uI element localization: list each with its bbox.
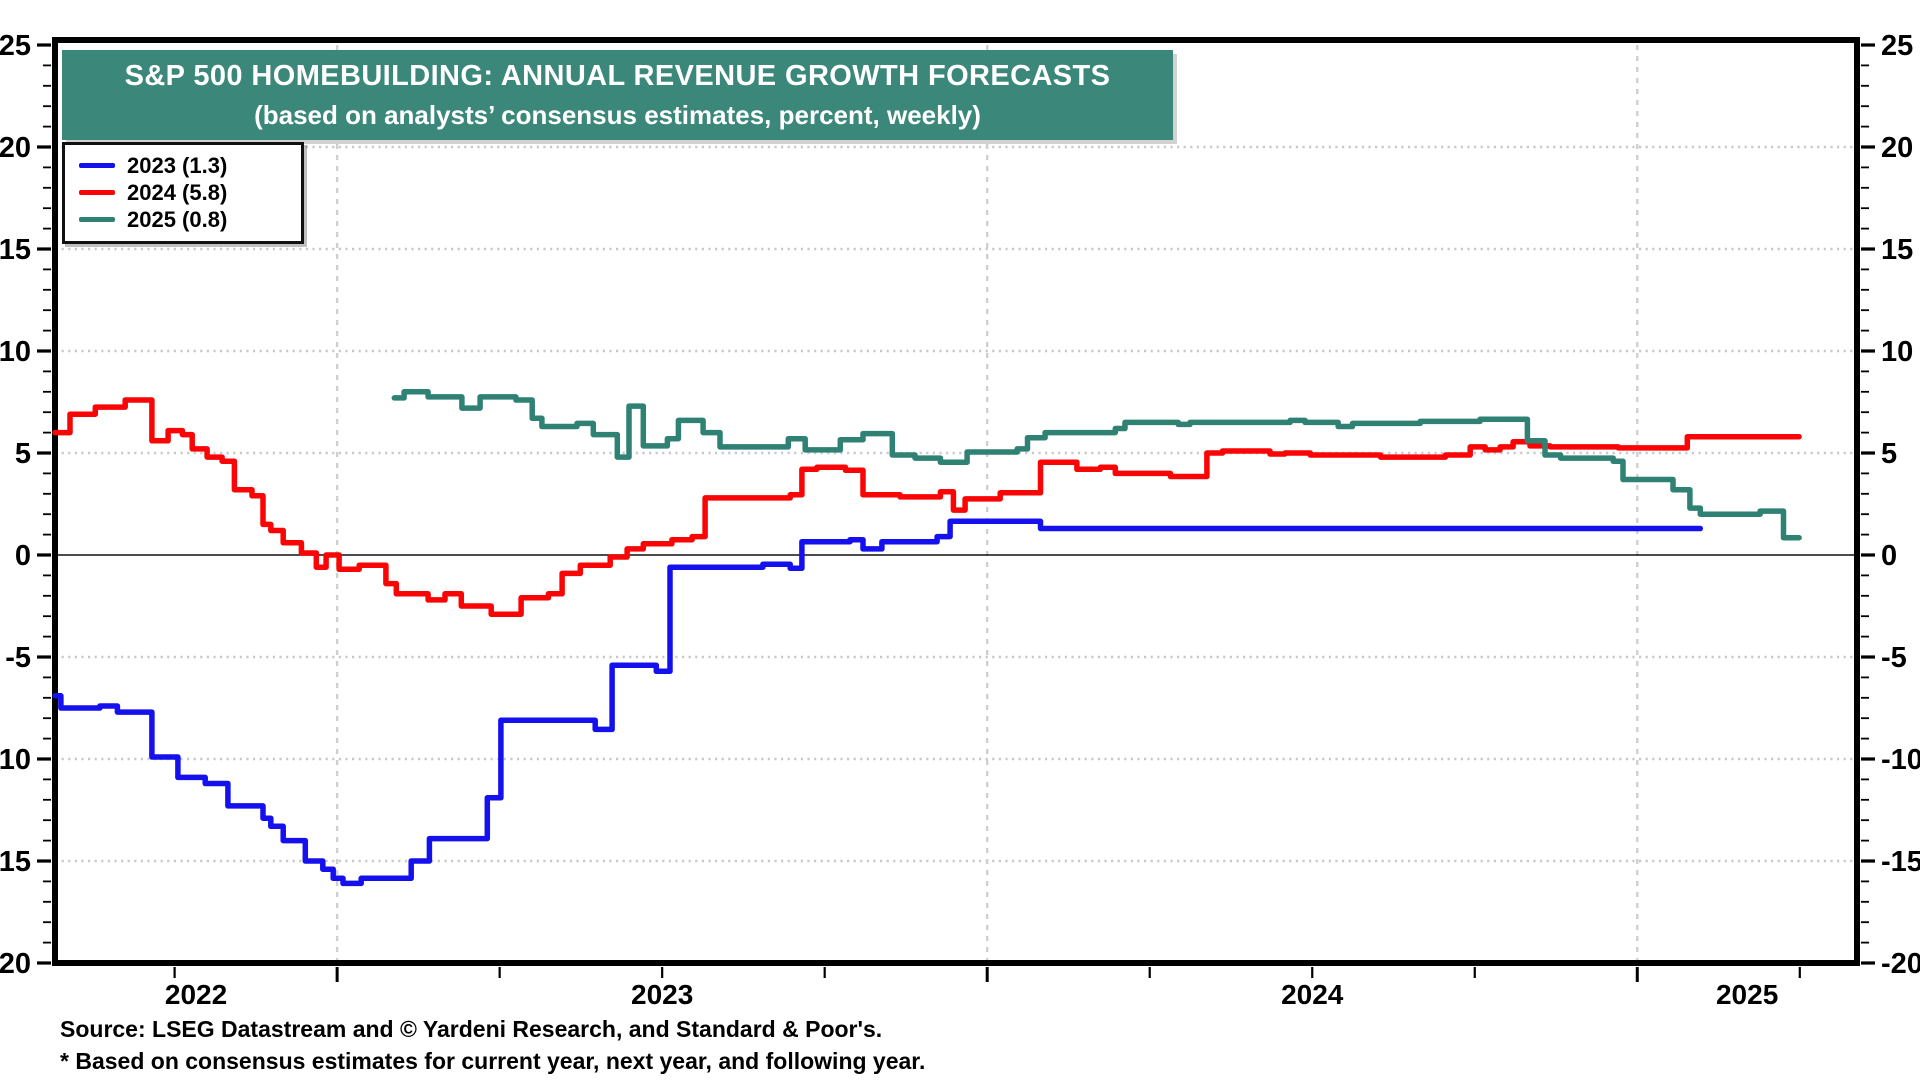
y-axis-label-right: 15 — [1881, 234, 1913, 266]
y-axis-label-right: -5 — [1881, 642, 1907, 674]
y-axis-label-right: -20 — [1881, 948, 1920, 980]
legend-swatch — [79, 163, 115, 168]
y-axis-label-left: -10 — [0, 744, 31, 776]
chart-subtitle: (based on analysts’ consensus estimates,… — [254, 99, 981, 130]
y-axis-label-left: 25 — [0, 30, 31, 62]
legend-label: 2025 (0.8) — [127, 207, 228, 232]
x-axis-year-label: 2025 — [1716, 979, 1778, 1010]
x-axis-year-label: 2023 — [631, 979, 693, 1010]
source-line: Source: LSEG Datastream and © Yardeni Re… — [60, 1016, 883, 1042]
legend-item: 2025 (0.8) — [65, 206, 301, 233]
y-axis-label-left: 5 — [15, 438, 31, 470]
legend-item: 2023 (1.3) — [65, 152, 301, 179]
y-axis-label-left: -15 — [0, 846, 31, 878]
y-axis-label-right: 5 — [1881, 438, 1897, 470]
y-axis-label-left: 10 — [0, 336, 31, 368]
legend-swatch — [79, 217, 115, 222]
x-axis-year-label: 2022 — [165, 979, 227, 1010]
y-axis-label-left: 20 — [0, 132, 31, 164]
series-line-2023 — [52, 518, 1704, 887]
legend-label: 2023 (1.3) — [127, 153, 228, 178]
legend-item: 2024 (5.8) — [65, 179, 301, 206]
legend: 2023 (1.3) 2024 (5.8) 2025 (0.8) — [62, 142, 304, 244]
y-axis-label-right: -15 — [1881, 846, 1920, 878]
y-axis-label-left: 0 — [15, 540, 31, 572]
y-axis-label-left: 15 — [0, 234, 31, 266]
chart-title: S&P 500 HOMEBUILDING: ANNUAL REVENUE GRO… — [124, 59, 1111, 92]
legend-swatch — [79, 190, 115, 195]
footnote-line: * Based on consensus estimates for curre… — [60, 1048, 926, 1074]
y-axis-label-right: 20 — [1881, 132, 1913, 164]
plot-border — [52, 37, 1860, 966]
x-axis-year-label: 2024 — [1281, 979, 1344, 1010]
series-line-2024 — [52, 397, 1802, 617]
y-axis-label-right: 10 — [1881, 336, 1913, 368]
chart-title-banner: S&P 500 HOMEBUILDING: ANNUAL REVENUE GRO… — [62, 50, 1173, 140]
legend-label: 2024 (5.8) — [127, 180, 228, 205]
series-line-2025 — [391, 389, 1802, 541]
y-axis-label-right: -10 — [1881, 744, 1920, 776]
y-axis-label-left: -20 — [0, 948, 31, 980]
y-axis-label-right: 0 — [1881, 540, 1897, 572]
y-axis-label-right: 25 — [1881, 30, 1913, 62]
y-axis-label-left: -5 — [5, 642, 31, 674]
